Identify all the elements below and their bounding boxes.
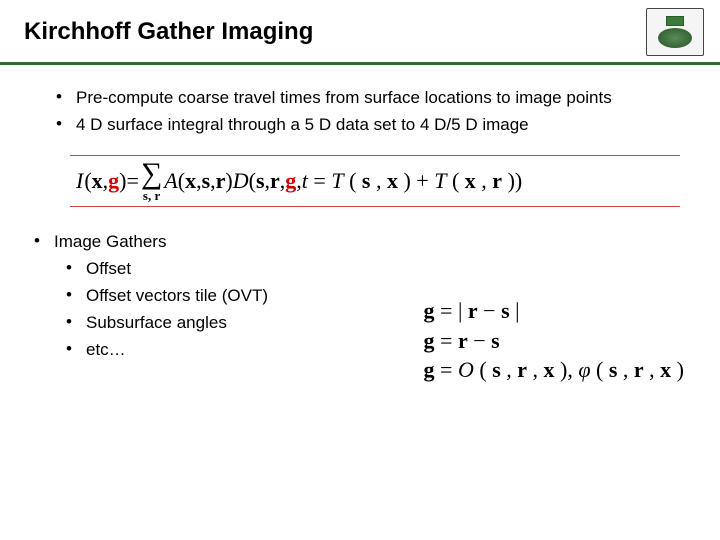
- f-paren: (: [452, 168, 459, 193]
- d-g: g: [424, 328, 435, 353]
- f-T: T: [331, 168, 343, 193]
- bullet-text: Image Gathers: [54, 231, 166, 254]
- f-t-expr: t = T ( s , x ) + T ( x , r )): [302, 168, 522, 194]
- bullet-text: 4 D surface integral through a 5 D data …: [76, 114, 529, 137]
- f-sigma-sub: s, r: [143, 189, 160, 202]
- f-paren: ): [119, 168, 126, 194]
- logo-box-icon: [666, 16, 684, 26]
- f-r: r: [492, 168, 502, 193]
- f-paren: (: [178, 168, 185, 194]
- d-r: r: [517, 357, 527, 382]
- bullet-text: etc…: [86, 339, 126, 362]
- d-r: r: [634, 357, 644, 382]
- d-r: r: [468, 298, 478, 323]
- header: Kirchhoff Gather Imaging: [0, 0, 720, 56]
- f-x: x: [185, 168, 196, 194]
- d-bar: |: [515, 298, 519, 323]
- d-paren: ),: [560, 357, 578, 382]
- f-g: g: [108, 168, 119, 194]
- d-g: g: [424, 298, 435, 323]
- f-s: s: [202, 168, 211, 194]
- d-eq: =: [440, 357, 458, 382]
- d-paren: (: [596, 357, 603, 382]
- bullet-item: • Image Gathers: [34, 231, 688, 254]
- d-s: s: [609, 357, 618, 382]
- d-O: O: [458, 357, 474, 382]
- formula-text: I ( x , g ) = ∑ s, r A ( x , s , r ) D (…: [76, 160, 522, 202]
- d-x: x: [544, 357, 555, 382]
- d-eq: =: [440, 298, 458, 323]
- d-comma: ,: [506, 357, 517, 382]
- d-eq: =: [440, 328, 458, 353]
- bullet-text: Pre-compute coarse travel times from sur…: [76, 87, 612, 110]
- d-g: g: [424, 357, 435, 382]
- f-sigma: ∑: [141, 160, 162, 187]
- d-minus: −: [473, 328, 491, 353]
- f-A: A: [164, 168, 177, 194]
- bullet-item: • Pre-compute coarse travel times from s…: [56, 87, 688, 110]
- sub-bullet-item: • Offset: [66, 258, 688, 281]
- page-title: Kirchhoff Gather Imaging: [24, 18, 696, 46]
- logo-badge: [646, 8, 704, 56]
- bullet-dot-icon: •: [66, 312, 86, 332]
- d-s: s: [501, 298, 510, 323]
- bullet-dot-icon: •: [34, 231, 54, 251]
- bullet-dot-icon: •: [66, 339, 86, 359]
- d-s: s: [492, 357, 501, 382]
- f-paren: (: [349, 168, 356, 193]
- f-s: s: [362, 168, 371, 193]
- f-x: x: [387, 168, 398, 193]
- d-s: s: [491, 328, 500, 353]
- d-r: r: [458, 328, 468, 353]
- bullet-item: • 4 D surface integral through a 5 D dat…: [56, 114, 688, 137]
- def-line-2: g = r − s: [424, 326, 684, 356]
- f-paren: (: [84, 168, 91, 194]
- g-definitions: g = | r − s | g = r − s g = O ( s , r , …: [424, 296, 684, 385]
- d-paren: ): [677, 357, 684, 382]
- f-t: t: [302, 168, 308, 193]
- f-comma: ,: [376, 168, 387, 193]
- def-line-3: g = O ( s , r , x ), φ ( s , r , x ): [424, 355, 684, 385]
- d-paren: (: [479, 357, 486, 382]
- bullet-dot-icon: •: [56, 114, 76, 134]
- def-line-1: g = | r − s |: [424, 296, 684, 326]
- f-g: g: [285, 168, 296, 194]
- f-paren: ): [403, 168, 410, 193]
- f-eq: =: [126, 168, 138, 194]
- d-comma: ,: [649, 357, 660, 382]
- bullet-text: Offset: [86, 258, 131, 281]
- bullet-dot-icon: •: [66, 258, 86, 278]
- f-x: x: [465, 168, 476, 193]
- f-D: D: [233, 168, 249, 194]
- d-x: x: [660, 357, 671, 382]
- f-paren: ): [225, 168, 232, 194]
- d-minus: −: [483, 298, 501, 323]
- d-comma: ,: [623, 357, 634, 382]
- f-I: I: [76, 168, 83, 194]
- bullet-dot-icon: •: [66, 285, 86, 305]
- f-comma: ,: [481, 168, 492, 193]
- bullet-text: Subsurface angles: [86, 312, 227, 335]
- d-bar: |: [458, 298, 462, 323]
- bullet-text: Offset vectors tile (OVT): [86, 285, 268, 308]
- f-eq: =: [313, 168, 331, 193]
- f-paren: (: [249, 168, 256, 194]
- d-comma: ,: [533, 357, 544, 382]
- sigma-icon: ∑ s, r: [141, 160, 162, 202]
- f-plus: +: [416, 168, 434, 193]
- f-r: r: [216, 168, 226, 194]
- main-formula: I ( x , g ) = ∑ s, r A ( x , s , r ) D (…: [70, 155, 680, 207]
- f-x: x: [92, 168, 103, 194]
- globe-icon: [658, 28, 692, 48]
- f-r: r: [270, 168, 280, 194]
- d-phi: φ: [578, 357, 590, 382]
- f-paren: )): [508, 168, 523, 193]
- bullet-dot-icon: •: [56, 87, 76, 107]
- f-s: s: [256, 168, 265, 194]
- f-T: T: [434, 168, 446, 193]
